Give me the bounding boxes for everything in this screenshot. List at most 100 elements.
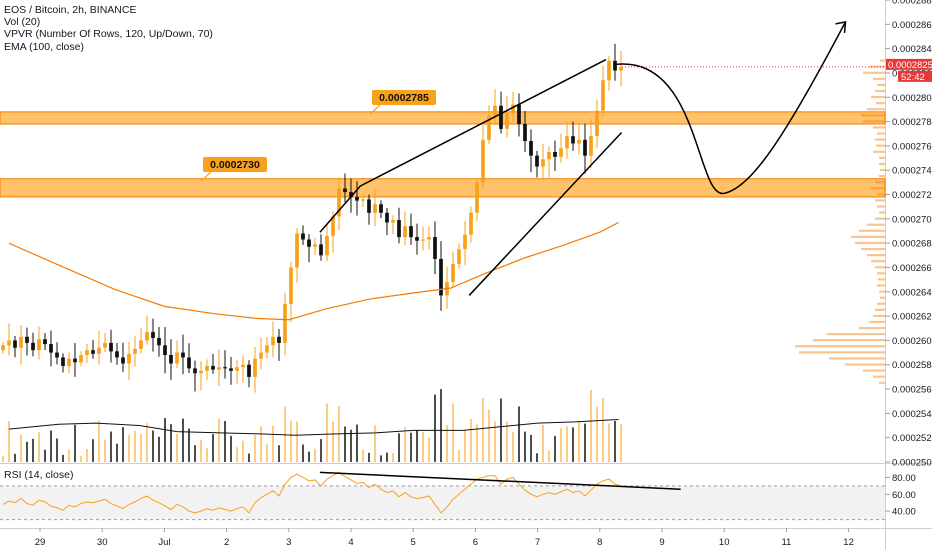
candle-body-92 xyxy=(553,151,557,157)
vpvr-row-25 xyxy=(879,211,885,214)
indicator-ema: EMA (100, close) xyxy=(4,40,84,53)
candle-body-31 xyxy=(187,357,191,369)
vpvr-row-35 xyxy=(877,272,885,275)
volume-bar-3 xyxy=(20,434,22,462)
candle-body-82 xyxy=(493,105,497,116)
volume-bar-40 xyxy=(242,440,244,462)
candle-body-47 xyxy=(283,303,287,343)
volume-bar-23 xyxy=(140,433,142,462)
candle-body-62 xyxy=(373,204,377,213)
candle-body-10 xyxy=(61,357,65,366)
candle-body-103 xyxy=(619,66,623,71)
volume-bar-69 xyxy=(416,430,418,462)
candle-body-79 xyxy=(475,182,479,213)
candle-body-0 xyxy=(1,345,5,351)
volume-bar-13 xyxy=(80,455,82,462)
vpvr-row-47 xyxy=(795,345,885,348)
candle-body-73 xyxy=(439,258,443,296)
volume-bar-5 xyxy=(32,438,34,462)
volume-bar-64 xyxy=(386,452,388,462)
volume-bar-21 xyxy=(128,434,130,462)
projected-path-arrow xyxy=(615,21,847,195)
projected-path-arrowhead xyxy=(835,20,847,33)
vpvr-row-10 xyxy=(863,120,885,123)
vpvr-row-15 xyxy=(873,150,885,153)
level-label-text-0: 0.0002785 xyxy=(379,92,429,104)
time-tick-label-9: 8 xyxy=(597,537,602,548)
candle-body-53 xyxy=(319,244,323,256)
candle-body-54 xyxy=(325,235,329,256)
candle-body-55 xyxy=(331,216,335,236)
volume-bar-14 xyxy=(86,449,88,462)
candle-body-59 xyxy=(355,196,359,201)
vpvr-row-42 xyxy=(873,314,885,318)
volume-bar-50 xyxy=(302,444,304,462)
volume-bar-67 xyxy=(404,427,406,462)
candle-body-94 xyxy=(565,136,569,149)
candle-body-75 xyxy=(451,263,455,283)
candle-body-78 xyxy=(469,212,473,235)
wedge-lower-line xyxy=(468,132,623,296)
vpvr-row-30 xyxy=(855,241,885,245)
volume-bar-18 xyxy=(110,431,112,462)
candle-body-52 xyxy=(313,244,317,247)
rsi-tick-label-2: 40.00 xyxy=(892,507,916,518)
vpvr-row-24 xyxy=(877,205,885,208)
volume-bar-70 xyxy=(422,431,424,462)
candle-body-95 xyxy=(571,136,575,144)
current-price-box xyxy=(886,58,932,70)
volume-bar-84 xyxy=(506,421,508,462)
vpvr-row-16 xyxy=(879,156,885,159)
candle-body-15 xyxy=(91,350,95,354)
volume-bar-58 xyxy=(350,429,352,462)
volume-bar-8 xyxy=(50,430,52,462)
volume-bar-54 xyxy=(326,403,328,462)
vpvr-row-51 xyxy=(863,369,885,372)
volume-bar-25 xyxy=(152,430,154,462)
candles xyxy=(1,43,623,393)
candle-body-84 xyxy=(505,113,509,129)
candle-body-58 xyxy=(349,192,353,197)
volume-bar-61 xyxy=(368,452,370,462)
volume-bars xyxy=(2,389,622,462)
vpvr-row-48 xyxy=(799,351,885,354)
candle-body-71 xyxy=(427,237,431,240)
volume-bar-59 xyxy=(356,424,358,462)
volume-bar-9 xyxy=(56,438,58,462)
level-band-1 xyxy=(0,178,886,198)
volume-bar-91 xyxy=(548,450,550,462)
volume-bar-10 xyxy=(62,454,64,462)
candle-body-8 xyxy=(49,344,53,353)
candle-body-64 xyxy=(385,212,389,223)
volume-bar-93 xyxy=(560,427,562,462)
candle-body-77 xyxy=(463,234,467,250)
time-tick-label-8: 7 xyxy=(535,537,540,548)
volume-bar-22 xyxy=(134,430,136,462)
candle-body-35 xyxy=(211,365,215,370)
volume-bar-48 xyxy=(290,420,292,462)
candle-body-91 xyxy=(547,151,551,160)
vpvr-row-14 xyxy=(876,144,885,147)
candle-body-40 xyxy=(241,364,245,368)
time-tick-label-6: 5 xyxy=(411,537,416,548)
volume-bar-76 xyxy=(458,450,460,462)
vpvr-row-6 xyxy=(871,95,885,99)
time-tick-label-2: Jul xyxy=(158,537,170,548)
candle-body-93 xyxy=(559,148,563,157)
candle-body-48 xyxy=(289,267,293,304)
candle-body-76 xyxy=(457,249,461,264)
vpvr-row-18 xyxy=(880,168,885,172)
volume-bar-73 xyxy=(440,389,442,462)
volume-bar-27 xyxy=(164,418,166,462)
candle-body-46 xyxy=(277,336,281,343)
volume-bar-15 xyxy=(92,439,94,462)
volume-bar-68 xyxy=(410,432,412,462)
vpvr-row-20 xyxy=(875,181,885,184)
candle-body-14 xyxy=(85,350,89,356)
